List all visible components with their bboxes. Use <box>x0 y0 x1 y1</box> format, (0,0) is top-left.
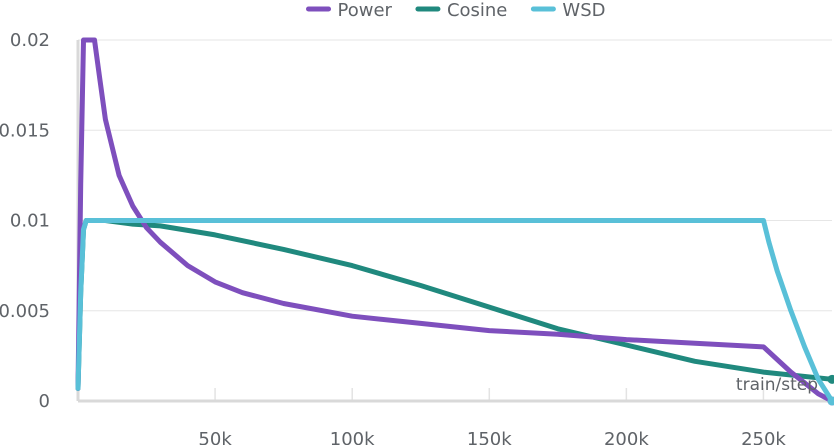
legend-label: Power <box>338 0 393 21</box>
y-tick-label: 0.005 <box>0 301 50 322</box>
legend-label: WSD <box>562 0 605 21</box>
series-line-wsd <box>75 218 834 404</box>
x-tick-label: 250k <box>741 429 786 445</box>
legend-label: Cosine <box>447 0 507 21</box>
series-endpoint-wsd <box>827 396 834 406</box>
x-tick-label: 100k <box>330 429 375 445</box>
legend-item-cosine[interactable]: Cosine <box>415 0 507 21</box>
x-tick-label: 50k <box>198 429 232 445</box>
series-endpoint-cosine <box>827 374 834 384</box>
x-tick-label: 150k <box>467 429 512 445</box>
series-layer <box>75 37 834 406</box>
series-line-cosine <box>75 218 834 391</box>
y-tick-label: 0.01 <box>10 211 50 232</box>
legend-item-power[interactable]: Power <box>306 0 393 21</box>
x-axis-title: train/step <box>736 375 818 395</box>
axis-layer: 0 0.005 0.01 0.015 0.02 50k 100k 150k 200k 250k <box>0 30 832 445</box>
y-tick-label: 0 <box>39 391 50 412</box>
legend: Power Cosine WSD <box>306 0 605 21</box>
legend-item-wsd[interactable]: WSD <box>530 0 605 21</box>
series-line-power <box>75 37 834 404</box>
label-layer: train/step <box>736 375 818 395</box>
y-tick-label: 0.015 <box>0 120 50 141</box>
x-tick-label: 200k <box>604 429 649 445</box>
y-tick-label: 0.02 <box>10 30 50 51</box>
